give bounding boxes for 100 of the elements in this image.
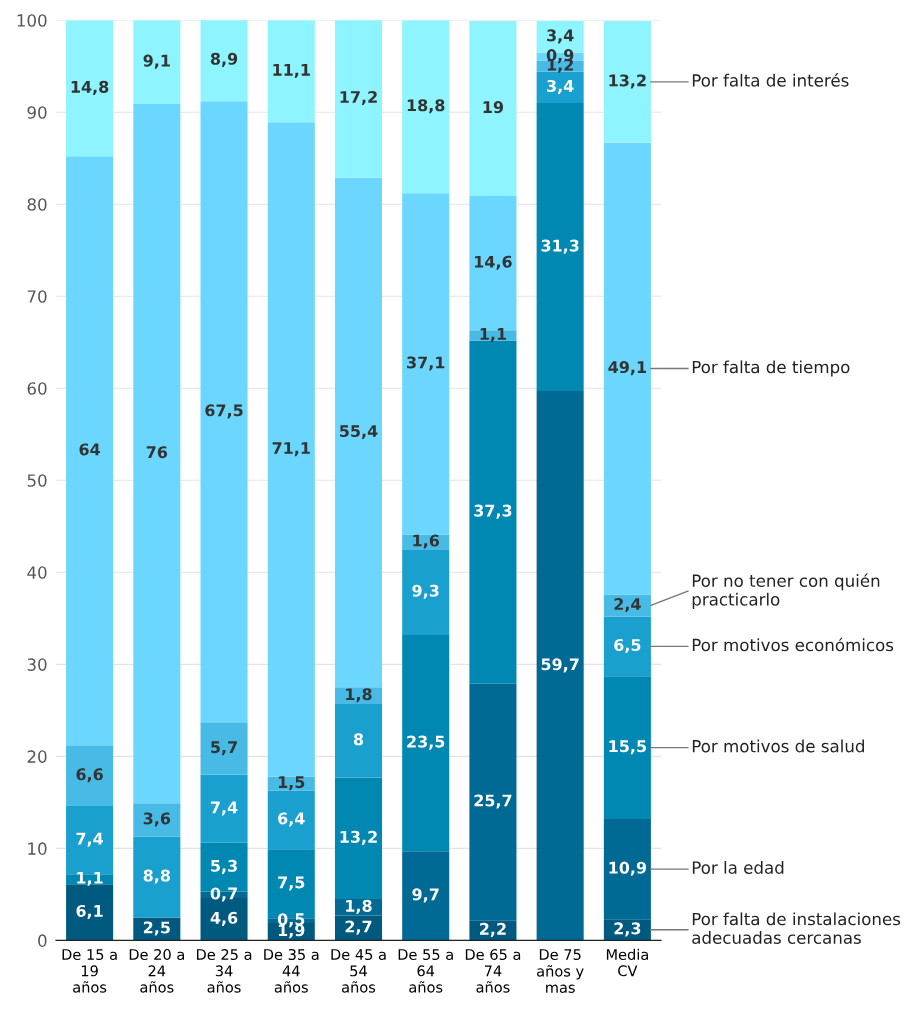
data-label: 0,7 [210, 887, 237, 902]
text: Por motivos de salud [692, 739, 864, 753]
data-label: 14,6 [475, 255, 512, 270]
data-label: 25,7 [474, 794, 512, 809]
data-label: 37,3 [474, 504, 512, 519]
x-tick-label: De 25 a 34 años [196, 948, 252, 993]
data-label: 3,4 [547, 29, 574, 44]
data-label: 4,6 [210, 911, 238, 926]
text: Por no tener con quién practicarlo [692, 573, 880, 609]
data-label: 2,5 [143, 921, 170, 936]
data-label: 9,3 [412, 584, 439, 599]
data-label: 2,4 [614, 597, 641, 613]
data-label: 7,4 [210, 801, 238, 816]
text: Por falta de tiempo [692, 360, 850, 377]
y-tick-label: 20 [27, 750, 47, 763]
data-label: 71,1 [272, 442, 310, 457]
data-label: 3,6 [143, 812, 171, 827]
bar [267, 790, 315, 850]
bar [603, 21, 651, 143]
y-tick-label: 30 [27, 658, 47, 671]
x-tick-label: De 75 años y mas [537, 949, 584, 993]
data-label: 37,1 [407, 356, 445, 371]
bar [402, 549, 450, 635]
y-tick-label: 80 [27, 198, 47, 211]
data-label: 1,1 [480, 328, 506, 343]
data-label: 2,2 [480, 922, 506, 937]
data-label: 2,7 [345, 920, 372, 935]
bar [469, 340, 517, 684]
data-label: 17,2 [340, 90, 377, 106]
bar [133, 836, 181, 918]
x-tick-label: De 35 a 44 años [264, 948, 319, 993]
bar [603, 142, 651, 595]
bar [267, 122, 315, 777]
y-tick-label: 10 [28, 842, 47, 855]
data-label: 6,5 [614, 638, 641, 654]
data-label: 3,4 [547, 79, 574, 95]
data-label: 9,1 [143, 54, 170, 69]
data-label: 59,7 [541, 658, 579, 673]
data-label: 64 [79, 443, 100, 456]
bar [334, 777, 383, 899]
data-label: 7,5 [278, 876, 305, 891]
bar [133, 803, 181, 837]
text: Por falta de interés [692, 73, 849, 87]
data-label: 5,3 [211, 859, 237, 874]
data-label: 55,4 [340, 425, 378, 440]
data-label: 5,7 [211, 741, 237, 756]
bar [66, 884, 114, 941]
data-label: 67,5 [205, 404, 243, 419]
y-tick-label: 70 [27, 290, 47, 303]
data-label: 8,8 [143, 869, 170, 884]
y-tick-label: 90 [27, 106, 47, 119]
x-tick-label: Media CV [606, 948, 648, 977]
data-label: 11,1 [273, 64, 310, 78]
data-label: 1,5 [278, 776, 305, 791]
bar [469, 683, 517, 921]
data-label: 1,6 [413, 534, 439, 549]
x-tick-label: De 15 a 19 años [62, 949, 117, 993]
bar [536, 103, 584, 392]
y-tick-label: 40 [27, 566, 47, 579]
bar [603, 616, 651, 677]
data-label: 1,1 [77, 871, 103, 886]
bar [402, 851, 450, 941]
data-label: 8,9 [210, 52, 238, 67]
text: Por motivos económicos [692, 637, 894, 652]
bar [603, 818, 651, 920]
y-tick-label: 50 [27, 474, 47, 487]
data-label: 13,2 [340, 830, 377, 845]
bar [66, 20, 114, 157]
data-label: 6,1 [76, 904, 103, 919]
data-label: 9,7 [412, 888, 439, 903]
x-tick-label: De 45 a 54 años [331, 949, 386, 993]
data-label: 6,4 [278, 812, 305, 827]
data-label: 7,4 [76, 832, 104, 847]
bar [469, 21, 517, 196]
data-label: 8 [353, 733, 364, 746]
y-tick-label: 60 [27, 382, 47, 395]
bar [402, 193, 450, 535]
bar [66, 745, 114, 807]
bar [133, 20, 181, 104]
data-label: 18,8 [407, 99, 445, 114]
data-label: 15,5 [609, 740, 646, 755]
data-label: 19 [483, 101, 504, 114]
data-label: 1,8 [346, 688, 372, 703]
x-tick-label: De 20 a 24 años [129, 948, 184, 993]
bar [334, 703, 383, 778]
bar [536, 391, 584, 941]
bar [603, 676, 651, 819]
bar [402, 634, 450, 852]
y-tick-label: 100 [17, 14, 47, 27]
data-label: 1,8 [346, 899, 372, 914]
y-tick-label: 0 [38, 934, 47, 947]
bar [200, 101, 248, 723]
bar [200, 774, 248, 843]
data-label: 10,9 [609, 861, 647, 876]
text: Por la edad [692, 861, 784, 874]
x-tick-label: De 65 a 74 años [465, 948, 521, 993]
bar [402, 20, 450, 194]
data-label: 13,2 [609, 74, 646, 89]
data-label: 6,6 [76, 768, 103, 783]
data-label: 76 [146, 446, 168, 459]
